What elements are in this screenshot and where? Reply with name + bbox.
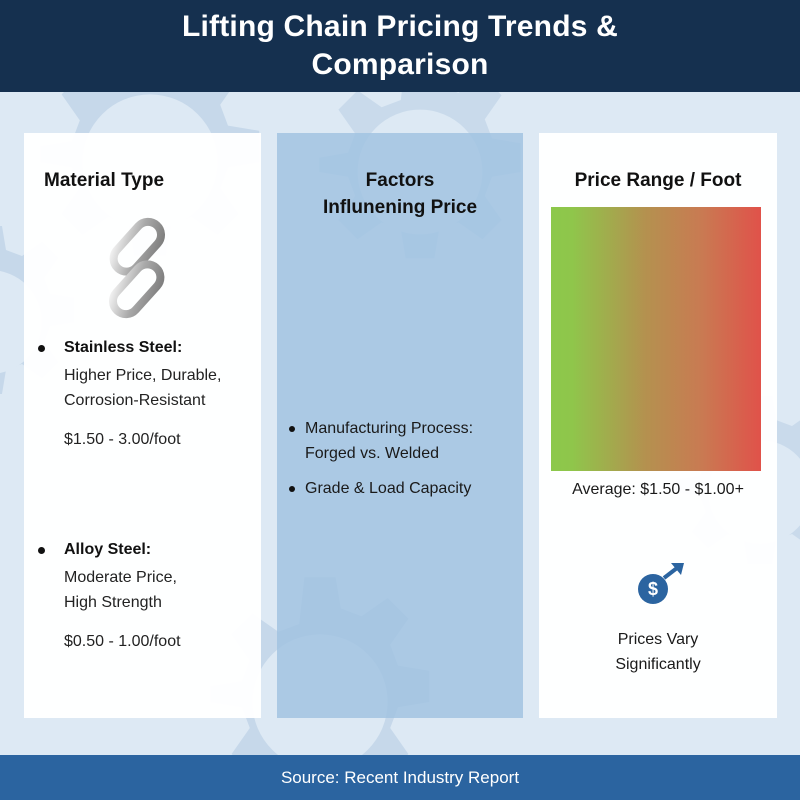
material-description: Moderate Price, High Strength — [64, 565, 177, 615]
factor-item-manufacturing: Manufacturing Process: Forged vs. Welded — [289, 416, 519, 466]
source-text: Source: Recent Industry Report — [280, 768, 520, 787]
description-line: High Strength — [64, 594, 162, 611]
factors-list: Manufacturing Process: Forged vs. Welded… — [289, 416, 519, 511]
svg-text:$: $ — [648, 579, 658, 599]
dollar-rising-arrow-icon: $ — [638, 563, 684, 604]
description-line: Higher Price, Durable, — [64, 367, 222, 384]
chain-link-icon — [108, 217, 166, 319]
description-line: Corrosion-Resistant — [64, 392, 206, 409]
page-title: Lifting Chain Pricing Trends & Compariso… — [181, 10, 619, 81]
price-gradient-bar — [551, 207, 761, 471]
description-line: Moderate Price, — [64, 569, 177, 586]
prices-vary-note: Prices Vary Significantly — [539, 627, 777, 677]
bullet-icon — [38, 547, 45, 554]
note-line: Significantly — [615, 656, 701, 673]
price-range-panel: Price Range / Foot Average: $1.50 - $1.0… — [539, 133, 777, 718]
note-line: Prices Vary — [617, 631, 699, 648]
footer-banner: Source: Recent Industry Report — [0, 755, 800, 800]
factor-line: Forged vs. Welded — [305, 445, 439, 462]
material-price: $0.50 - 1.00/foot — [64, 633, 181, 650]
material-name: Stainless Steel: — [64, 339, 183, 356]
average-price: Average: $1.50 - $1.00+ — [572, 481, 744, 498]
material-name: Alloy Steel: — [64, 541, 152, 558]
bullet-icon — [289, 426, 295, 432]
bullet-icon — [289, 486, 295, 492]
material-price: $1.50 - 3.00/foot — [64, 431, 181, 448]
factors-title: Factors Influnening Price — [277, 167, 523, 221]
material-type-title: Material Type — [44, 170, 165, 191]
bullet-icon — [38, 345, 45, 352]
factor-item-grade: Grade & Load Capacity — [289, 476, 519, 501]
factor-line: Manufacturing Process: — [305, 420, 474, 437]
factors-panel: Factors Influnening Price Manufacturing … — [277, 133, 523, 718]
material-description: Higher Price, Durable, Corrosion-Resista… — [64, 363, 221, 413]
header-banner: Lifting Chain Pricing Trends & Compariso… — [0, 0, 800, 92]
factors-title-line: Influnening Price — [322, 197, 478, 218]
factor-line: Grade & Load Capacity — [305, 480, 472, 497]
material-type-panel: Material Type Stainless Steel: Higher Pr… — [24, 133, 261, 718]
factors-title-line: Factors — [365, 170, 435, 191]
price-range-title: Price Range / Foot — [574, 170, 742, 191]
